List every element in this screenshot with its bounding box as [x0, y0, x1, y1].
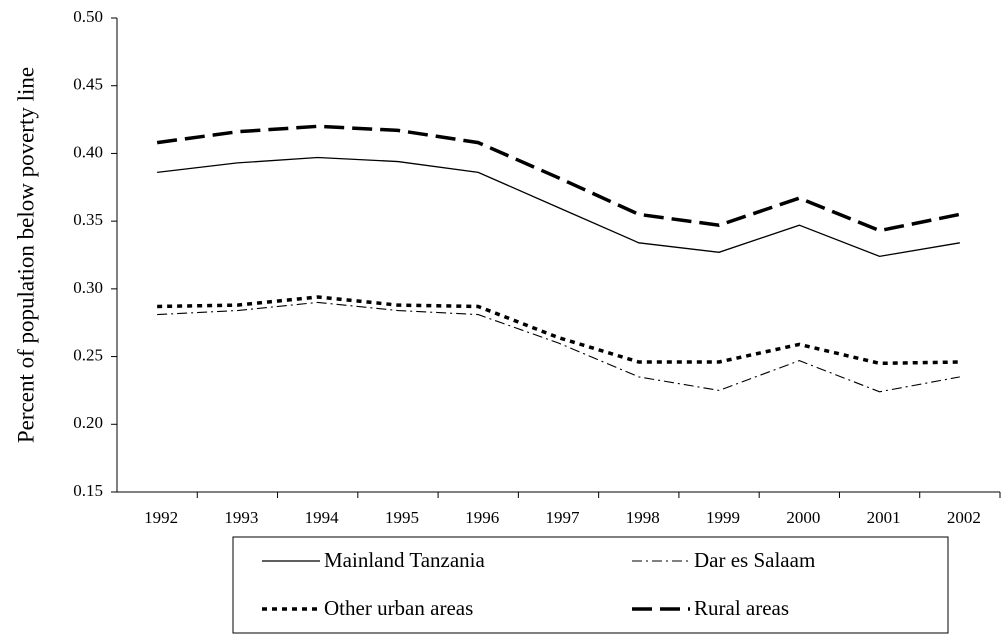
x-tick-label: 2002 — [947, 508, 981, 527]
x-tick-label: 2000 — [786, 508, 820, 527]
x-tick-label: 1995 — [385, 508, 419, 527]
legend-label: Mainland Tanzania — [324, 548, 486, 572]
legend-label: Other urban areas — [324, 596, 473, 620]
y-tick-label: 0.30 — [73, 278, 103, 297]
y-tick-label: 0.35 — [73, 210, 103, 229]
legend-box — [232, 536, 949, 634]
x-tick-label: 1999 — [706, 508, 740, 527]
x-tick-label: 1993 — [224, 508, 258, 527]
y-tick-label: 0.40 — [73, 142, 103, 161]
legend-label: Rural areas — [694, 596, 789, 620]
y-axis-label: Percent of population below poverty line — [13, 67, 38, 443]
y-tick-label: 0.25 — [73, 345, 103, 364]
series-line — [156, 124, 961, 233]
x-tick-label: 1992 — [144, 508, 178, 527]
series-line — [157, 301, 960, 393]
y-tick-label: 0.45 — [73, 75, 103, 94]
y-tick-label: 0.50 — [73, 7, 103, 26]
x-tick-label: 1994 — [305, 508, 340, 527]
x-tick-label: 1997 — [546, 508, 581, 527]
x-tick-label: 1996 — [465, 508, 499, 527]
y-tick-label: 0.20 — [73, 413, 103, 432]
series-line — [157, 295, 960, 366]
legend-label: Dar es Salaam — [694, 548, 815, 572]
x-tick-label: 2001 — [867, 508, 901, 527]
y-tick-label: 0.15 — [73, 481, 103, 500]
x-tick-label: 1998 — [626, 508, 660, 527]
series-line — [157, 156, 960, 258]
